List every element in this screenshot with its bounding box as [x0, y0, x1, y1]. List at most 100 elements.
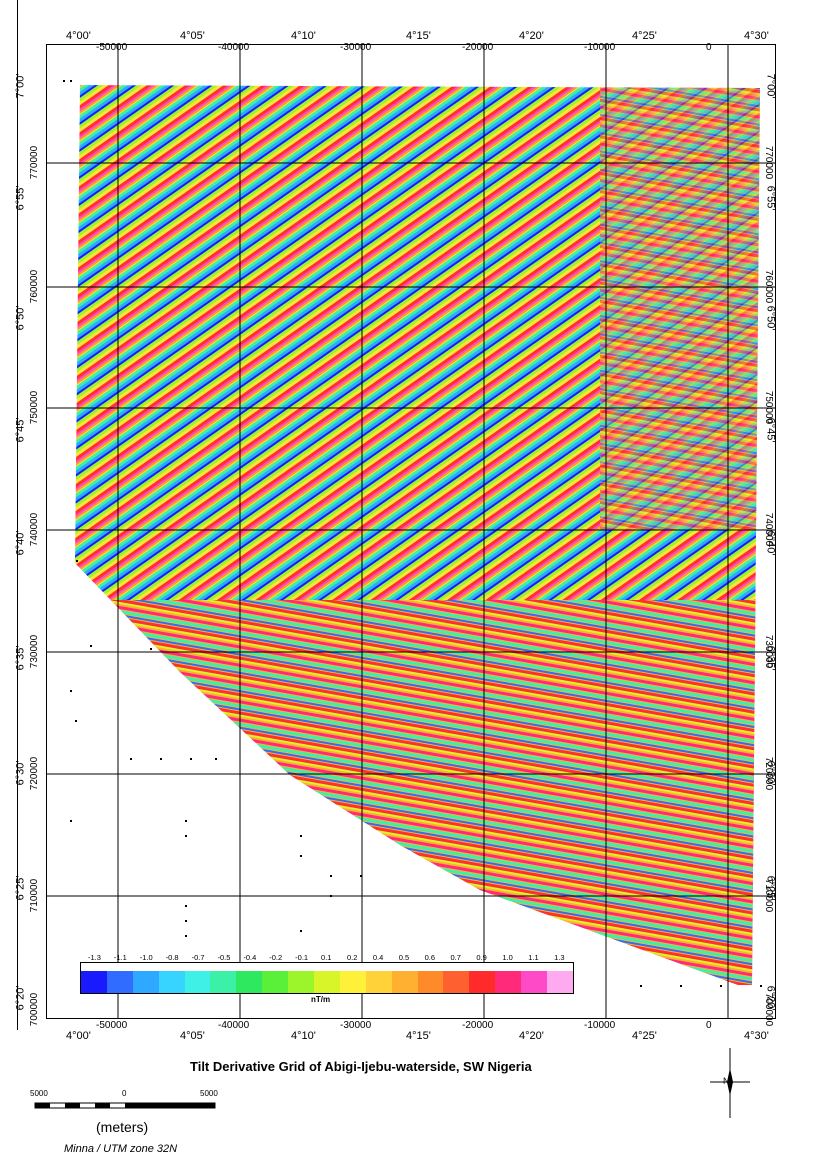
legend-swatch	[417, 971, 444, 993]
legend-tick-label: -0.7	[191, 953, 205, 962]
legend-swatch	[288, 971, 315, 993]
legend-tick-label: 1.3	[554, 953, 565, 962]
legend-swatch	[365, 971, 392, 993]
north-arrow-icon	[710, 1048, 750, 1118]
legend-swatch	[236, 971, 263, 993]
top-degree-label: 4°30'	[744, 30, 769, 42]
legend-swatch	[339, 971, 366, 993]
top-degree-label: 4°20'	[519, 30, 544, 42]
legend-tick-label: 0.7	[450, 953, 461, 962]
legend-swatch	[132, 971, 159, 993]
top-meter-label: -20000	[462, 42, 494, 53]
scale-label-zero: 0	[122, 1089, 127, 1098]
left-degree-label: 6°45'	[14, 417, 27, 443]
legend-tick-label: 0.6	[424, 953, 436, 962]
top-degree-label: 4°15'	[406, 30, 431, 42]
legend-swatch	[469, 971, 496, 993]
map-title: Tilt Derivative Grid of Abigi-Ijebu-wate…	[190, 1059, 532, 1074]
legend-tick-label: 0.4	[372, 953, 384, 962]
bottom-meter-label: 0	[706, 1020, 712, 1031]
top-meter-label: -30000	[340, 42, 372, 53]
legend-swatch	[495, 971, 522, 993]
top-degree-label: 4°00'	[66, 30, 91, 42]
bottom-meter-label: -50000	[96, 1020, 128, 1031]
left-meter-label: 770000	[29, 145, 41, 180]
right-meter-label: 710000	[763, 878, 775, 913]
bottom-degree-label: 4°15'	[406, 1030, 431, 1042]
legend-tick-label: 0.1	[321, 953, 332, 962]
legend-swatch	[391, 971, 418, 993]
right-meter-label: 760000	[763, 269, 775, 304]
legend-tick-label: -1.1	[113, 953, 127, 962]
legend-tick-label: -0.8	[165, 953, 179, 962]
right-meter-label: 750000	[763, 390, 775, 425]
legend-swatch	[81, 971, 107, 993]
legend-tick-label: 0.2	[346, 953, 358, 962]
grid-tick-dots	[63, 80, 762, 987]
left-degree-label: 7°00'	[14, 73, 27, 99]
right-degree-label: 6°50'	[764, 305, 777, 331]
left-degree-label: 6°35'	[14, 645, 27, 671]
scale-unit: (meters)	[96, 1119, 149, 1135]
legend-unit: nT/m	[311, 995, 331, 1004]
left-degree-label: 6°30'	[14, 760, 27, 786]
top-meter-label: -40000	[218, 42, 250, 53]
legend-swatch	[106, 971, 133, 993]
left-meter-label: 700000	[29, 992, 41, 1027]
legend-tick-label: -0.4	[243, 953, 257, 962]
left-meter-label: 740000	[29, 512, 41, 547]
color-legend	[80, 962, 574, 994]
left-meter-label: 730000	[29, 634, 41, 669]
legend-swatch	[314, 971, 340, 993]
legend-tick-label: 0.9	[476, 953, 487, 962]
legend-swatch	[262, 971, 289, 993]
map-frame	[46, 44, 776, 1019]
legend-swatch	[521, 971, 548, 993]
left-meter-label: 750000	[29, 390, 41, 425]
top-degree-label: 4°25'	[632, 30, 657, 42]
legend-swatch	[158, 971, 185, 993]
legend-tick-label: 1.1	[528, 953, 539, 962]
top-meter-label: -50000	[96, 42, 128, 53]
legend-tick-label: -0.1	[295, 953, 309, 962]
top-meter-label: 0	[706, 42, 712, 53]
right-meter-label: 770000	[763, 145, 775, 180]
left-meter-label: 710000	[29, 878, 41, 913]
scale-label-left: 5000	[30, 1089, 48, 1098]
right-meter-label: 700000	[763, 992, 775, 1027]
legend-tick-label: -1.3	[88, 953, 101, 962]
left-meter-label: 720000	[29, 756, 41, 791]
right-degree-label: 6°55'	[764, 185, 777, 211]
coordinate-grid	[46, 44, 776, 1019]
top-degree-label: 4°10'	[291, 30, 316, 42]
bottom-meter-label: -20000	[462, 1020, 494, 1031]
legend-tick-label: -0.2	[269, 953, 283, 962]
bottom-degree-label: 4°10'	[291, 1030, 316, 1042]
right-meter-label: 740000	[763, 512, 775, 547]
legend-swatch	[210, 971, 237, 993]
scale-bar	[34, 1102, 216, 1109]
bottom-degree-label: 4°25'	[632, 1030, 657, 1042]
scale-label-right: 5000	[200, 1089, 218, 1098]
left-degree-label: 6°40'	[14, 530, 27, 556]
projection-label: Minna / UTM zone 32N	[64, 1143, 178, 1155]
legend-swatch	[443, 971, 470, 993]
bottom-meter-label: -30000	[340, 1020, 372, 1031]
top-degree-label: 4°05'	[180, 30, 205, 42]
bottom-degree-label: 4°00'	[66, 1030, 91, 1042]
page-margin-line	[17, 0, 18, 1030]
right-meter-label: 720000	[763, 756, 775, 791]
legend-swatch	[547, 971, 573, 993]
left-meter-label: 760000	[29, 269, 41, 304]
bottom-degree-label: 4°30'	[744, 1030, 769, 1042]
left-degree-label: 6°50'	[14, 305, 27, 331]
legend-tick-label: -1.0	[139, 953, 153, 962]
legend-tick-label: -0.5	[217, 953, 231, 962]
legend-tick-label: 1.0	[502, 953, 513, 962]
legend-tick-label: 0.5	[398, 953, 410, 962]
legend-swatch	[184, 971, 211, 993]
bottom-degree-label: 4°20'	[519, 1030, 544, 1042]
left-degree-label: 6°25'	[14, 875, 27, 901]
top-meter-label: -10000	[584, 42, 616, 53]
